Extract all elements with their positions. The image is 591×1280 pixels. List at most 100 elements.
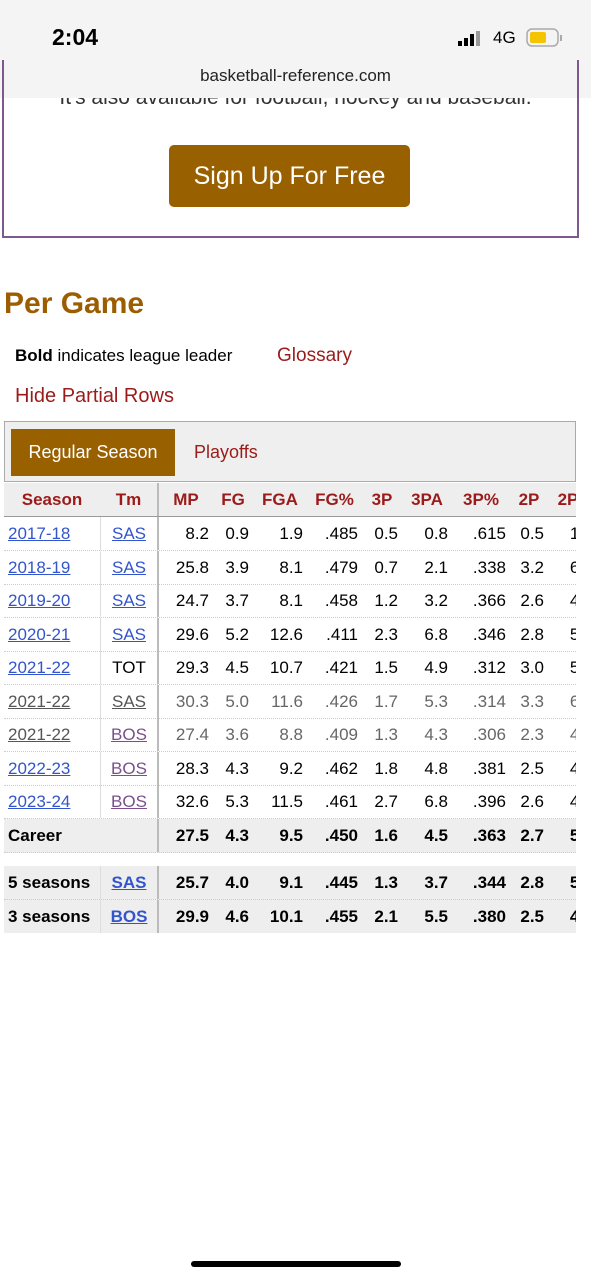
stat-cell: 8.1 (279, 591, 303, 610)
stat-cell: 2.8 (520, 873, 544, 892)
stat-cell: 4. (569, 591, 576, 610)
stat-cell: 0.7 (374, 557, 398, 577)
stat-cell: 11.5 (271, 792, 303, 811)
stat-cell: .346 (472, 624, 506, 644)
battery-icon (526, 28, 562, 47)
stat-cell: 5. (569, 624, 576, 644)
tab[interactable]: Regular Season (11, 429, 175, 476)
stat-cell: 3.7 (424, 873, 448, 892)
header-cell[interactable]: FGA (262, 490, 298, 509)
promo-clip: It's also available for football, hockey… (0, 98, 591, 110)
stat-cell: 3.6 (225, 725, 249, 744)
stat-cell: 4. (569, 758, 576, 778)
stat-cell: .426 (324, 691, 358, 711)
stat-cell: 4.5 (424, 825, 448, 845)
stat-cell: .366 (472, 591, 506, 610)
glossary-link[interactable]: Glossary (277, 345, 352, 366)
signal-icon (458, 31, 480, 46)
stat-cell: 8.8 (279, 725, 303, 744)
season-cell[interactable]: 2017-18 (8, 524, 71, 543)
stat-cell: 5. (569, 825, 576, 845)
header-cell[interactable]: Season (21, 490, 83, 509)
signup-button[interactable]: Sign Up For Free (169, 145, 410, 207)
stat-cell: 1.8 (374, 758, 398, 778)
team-cell[interactable]: BOS (100, 751, 157, 785)
tab[interactable]: Playoffs (194, 442, 258, 462)
stat-cell: .306 (472, 725, 506, 744)
header-cell[interactable]: FG (221, 490, 245, 509)
team-cell[interactable]: SAS (100, 617, 157, 651)
header-cell[interactable]: MP (157, 483, 213, 516)
stat-cell: 4.9 (424, 658, 448, 677)
stat-cell: 0.5 (374, 524, 398, 543)
stat-cell: 2.8 (520, 624, 544, 644)
season-cell[interactable]: 2018-19 (8, 557, 71, 577)
stat-cell: 1.7 (374, 691, 398, 711)
stat-cell: 3.2 (520, 557, 544, 577)
stat-cell: 0.9 (225, 524, 249, 543)
stat-cell: .338 (472, 557, 506, 577)
team-cell[interactable]: BOS (100, 718, 157, 751)
season-cell[interactable]: 2019-20 (8, 591, 71, 610)
team-cell[interactable]: SAS (100, 517, 157, 550)
stat-cell: .344 (472, 873, 506, 892)
header-cell[interactable]: Tm (115, 490, 142, 509)
team-cell[interactable]: BOS (100, 899, 157, 933)
clock: 2:04 (52, 24, 99, 50)
stat-cell: 6. (569, 691, 576, 711)
season-cell[interactable]: 2021-22 (8, 691, 71, 711)
stat-cell: 27.4 (157, 718, 213, 751)
stat-cell: 8.1 (279, 557, 303, 577)
stat-cell: 2.6 (520, 792, 544, 811)
stat-cell: 3.9 (225, 557, 249, 577)
stat-cell: 2.3 (374, 624, 398, 644)
team-cell[interactable]: SAS (100, 684, 157, 718)
legend: Bold indicates league leader (15, 346, 232, 366)
stat-cell: 5.3 (225, 792, 249, 811)
stat-cell: 4.6 (225, 906, 249, 926)
stat-cell: 3.0 (520, 658, 544, 677)
stat-cell: .363 (472, 825, 506, 845)
url[interactable]: basketball-reference.com (200, 66, 391, 85)
season-cell[interactable]: 2022-23 (8, 758, 71, 778)
stat-cell: .312 (472, 658, 506, 677)
stat-cell: 9.2 (279, 758, 303, 778)
table-row: Career 27.5 4.3 9.5 .450 1.6 4.5 .363 2.7 5. (4, 818, 576, 853)
season-cell[interactable]: 2023-24 (8, 792, 71, 811)
season-cell[interactable]: 2021-22 (8, 725, 71, 744)
stat-cell: .411 (326, 624, 358, 644)
stat-cell: .458 (324, 591, 358, 610)
stat-cell: .479 (324, 557, 358, 577)
stat-cell: 12.6 (269, 624, 303, 644)
stat-cell: 0.5 (520, 524, 544, 543)
header-cell[interactable]: 2P (557, 490, 576, 509)
header-cell[interactable]: 2P (518, 490, 540, 509)
season-cell[interactable]: 2021-22 (8, 658, 71, 677)
stat-cell: 0.8 (424, 524, 448, 543)
header-cell[interactable]: FG% (315, 490, 354, 509)
home-indicator (191, 1261, 401, 1267)
stat-cell: 25.7 (157, 866, 213, 899)
team-cell[interactable]: SAS (100, 866, 157, 899)
header-cell[interactable]: 3P% (463, 490, 499, 509)
stat-cell: .381 (472, 758, 506, 778)
team-cell[interactable]: SAS (100, 584, 157, 617)
stat-cell: 4. (569, 725, 576, 744)
legend-bold: Bold (15, 346, 53, 365)
stat-cell: .450 (324, 825, 358, 845)
team-cell[interactable]: BOS (100, 785, 157, 818)
season-cell[interactable]: 2020-21 (8, 624, 71, 644)
team-cell[interactable]: SAS (100, 550, 157, 584)
stats-table: Season Tm MP FG FGA FG% 3P 3PA 3P% 2P 2P 2017-18 SAS… (4, 483, 576, 933)
hide-partial-link[interactable]: Hide Partial Rows (15, 385, 174, 407)
stat-cell: 30.3 (157, 684, 213, 718)
header-cell[interactable]: 3P (371, 490, 393, 509)
stat-cell: 2.1 (374, 906, 398, 926)
promo-text: It's also available for football, hockey… (0, 98, 591, 110)
header-cell[interactable]: 3PA (411, 490, 443, 509)
